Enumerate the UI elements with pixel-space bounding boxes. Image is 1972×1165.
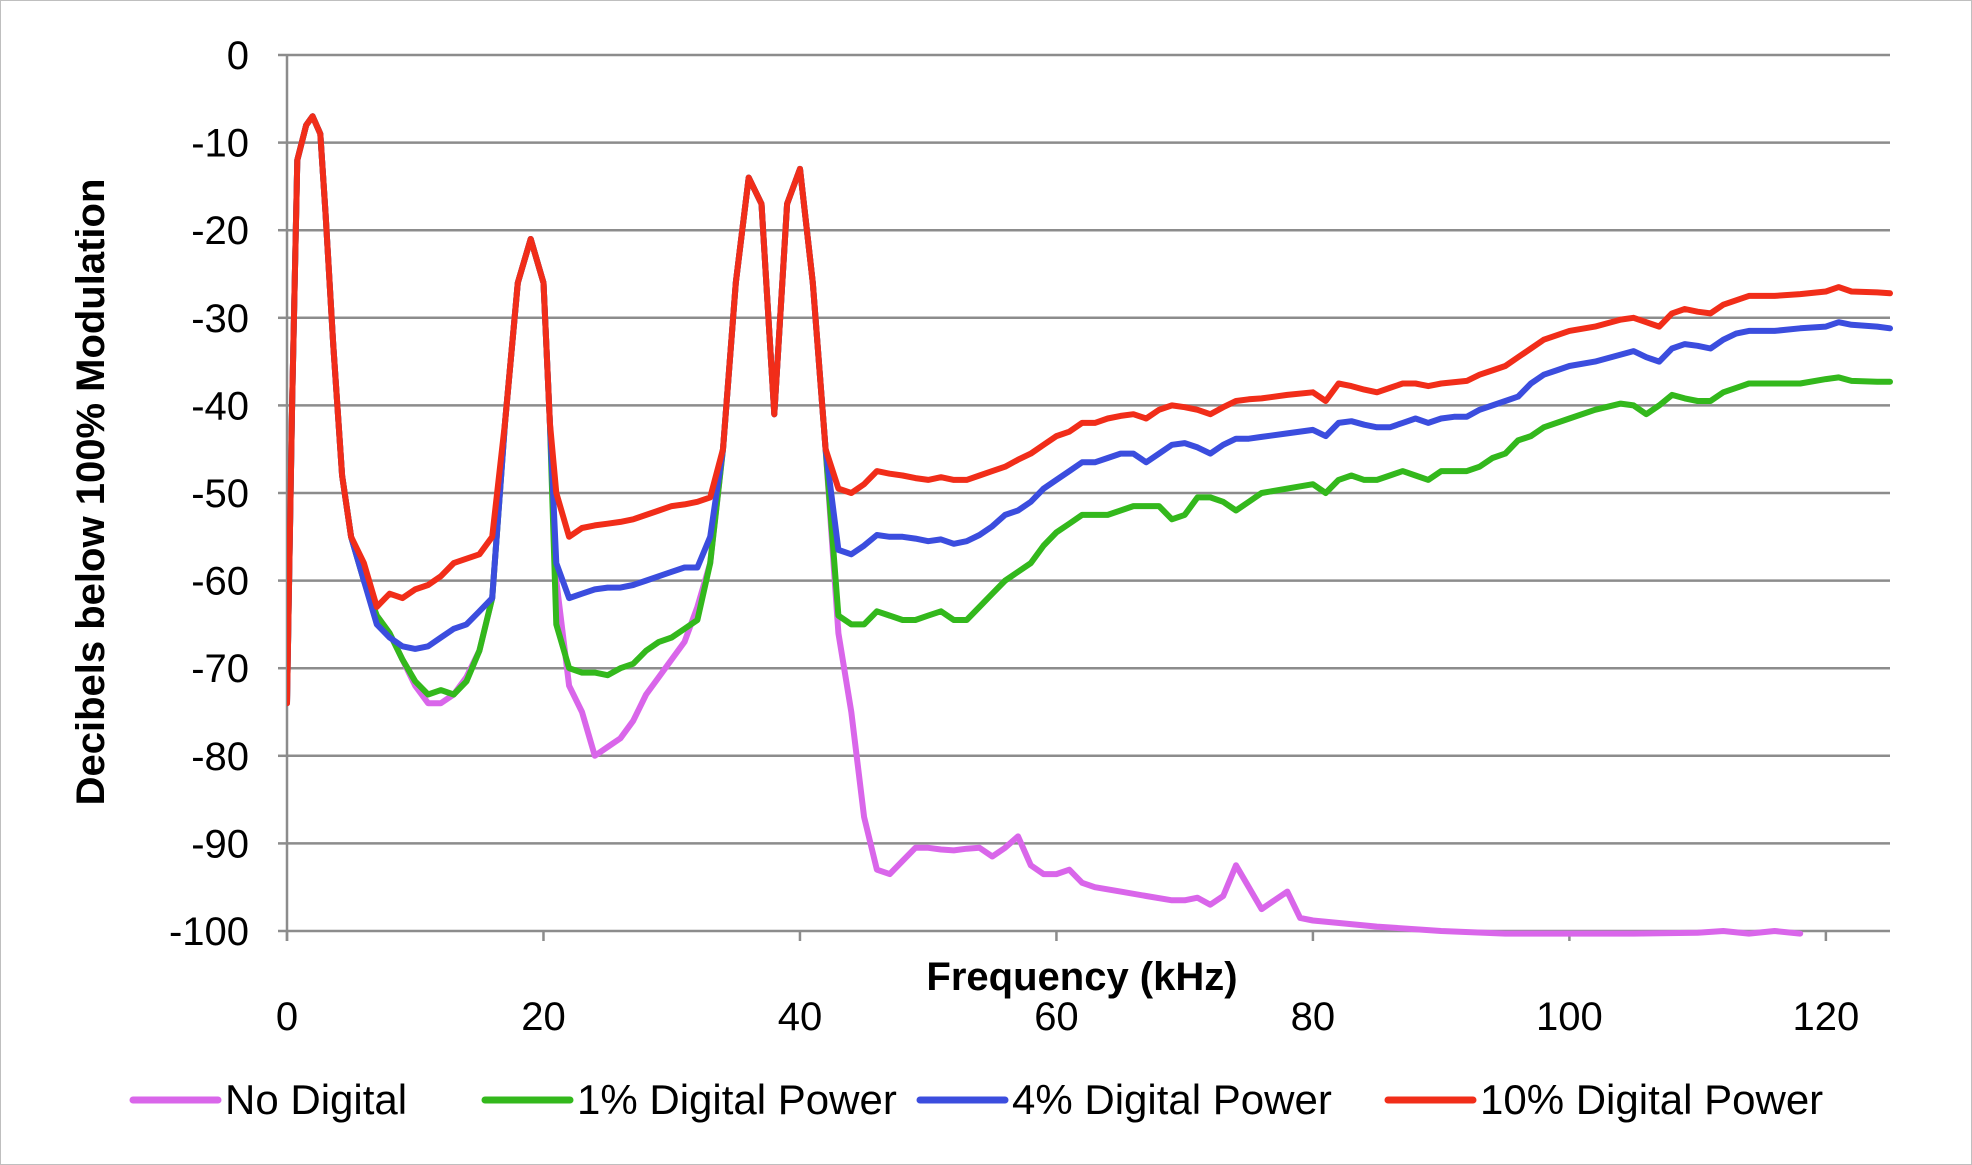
y-tick-label: -10 xyxy=(191,122,249,166)
legend-label: No Digital xyxy=(225,1076,407,1123)
y-axis-title: Decibels below 100% Modulation xyxy=(69,179,113,806)
series-lines xyxy=(287,113,1893,937)
tick-labels: 0 -10 -20 -30 -40 -50 -60 -70 -80 -90 -100 0 20 40 60 8… xyxy=(169,34,1859,1039)
x-tick-label: 0 xyxy=(276,995,298,1039)
y-tick-label: 0 xyxy=(227,34,249,78)
x-tick-label: 120 xyxy=(1793,995,1860,1039)
y-tick-label: -70 xyxy=(191,647,249,691)
y-tick-label: -50 xyxy=(191,472,249,516)
series-line-1 xyxy=(287,113,1893,707)
x-axis-title: Frequency (kHz) xyxy=(926,955,1237,999)
y-tick-label: -20 xyxy=(191,209,249,253)
y-tick-label: -60 xyxy=(191,560,249,604)
gridlines xyxy=(287,53,1890,845)
series-line-0 xyxy=(287,113,1804,937)
y-tick-label: -80 xyxy=(191,735,249,779)
y-tick-label: -40 xyxy=(191,384,249,428)
y-tick-label: -30 xyxy=(191,297,249,341)
y-tick-label: -90 xyxy=(191,822,249,866)
x-tick-label: 100 xyxy=(1536,995,1603,1039)
x-tick-label: 20 xyxy=(521,995,566,1039)
x-tick-label: 40 xyxy=(778,995,823,1039)
x-tick-label: 80 xyxy=(1291,995,1336,1039)
legend-label: 1% Digital Power xyxy=(577,1076,897,1123)
y-tick-label: -100 xyxy=(169,910,249,954)
series-line-3 xyxy=(287,113,1893,707)
series-line-2 xyxy=(287,113,1893,707)
axes xyxy=(278,53,1890,941)
legend-label: 10% Digital Power xyxy=(1480,1076,1823,1123)
legend-label: 4% Digital Power xyxy=(1012,1076,1332,1123)
legend: No Digital 1% Digital Power 4% Digital Pow… xyxy=(129,1076,1823,1123)
x-tick-label: 60 xyxy=(1034,995,1079,1039)
